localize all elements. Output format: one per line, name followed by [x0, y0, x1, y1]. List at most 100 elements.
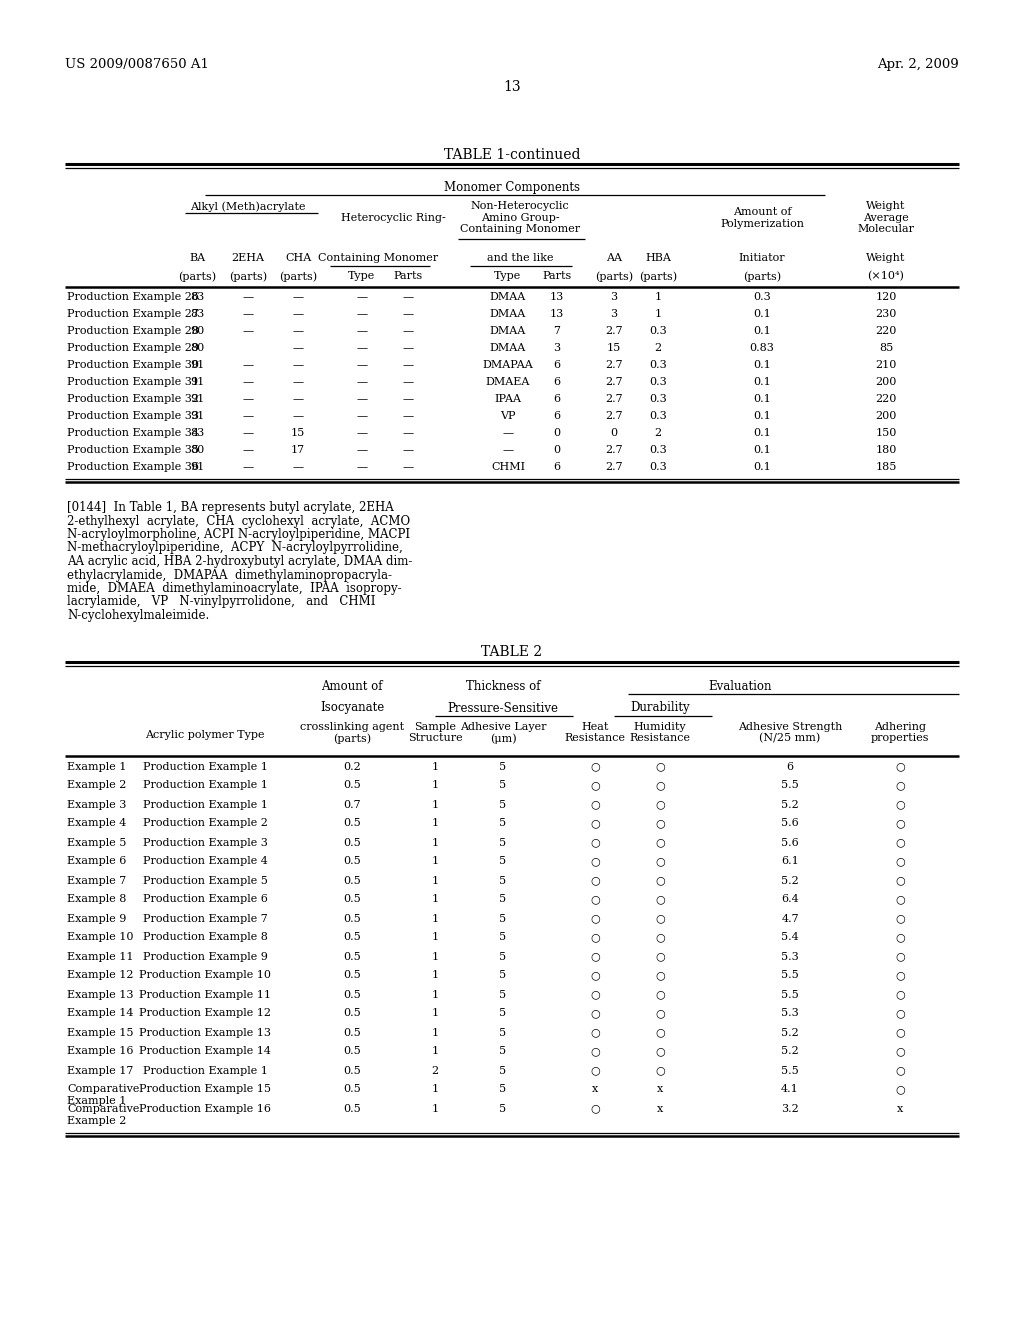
Text: ○: ○	[895, 818, 905, 829]
Text: —: —	[243, 445, 254, 455]
Text: —: —	[243, 428, 254, 438]
Text: Production Example 14: Production Example 14	[139, 1047, 271, 1056]
Text: ethylacrylamide,  DMAPAA  dimethylaminopropacryla-: ethylacrylamide, DMAPAA dimethylaminopro…	[67, 569, 392, 582]
Text: Amount of: Amount of	[322, 680, 383, 693]
Text: 91: 91	[189, 360, 204, 370]
Text: —: —	[293, 462, 303, 473]
Text: —: —	[356, 326, 368, 337]
Text: crosslinking agent
(parts): crosslinking agent (parts)	[300, 722, 404, 743]
Text: ○: ○	[655, 1008, 665, 1019]
Text: 180: 180	[876, 445, 897, 455]
Text: Production Example 5: Production Example 5	[142, 875, 267, 886]
Text: 5.2: 5.2	[781, 1047, 799, 1056]
Text: (parts): (parts)	[595, 271, 633, 281]
Text: 2.7: 2.7	[605, 378, 623, 387]
Text: ○: ○	[895, 875, 905, 886]
Text: Thickness of: Thickness of	[466, 680, 541, 693]
Text: 6: 6	[553, 378, 560, 387]
Text: 0.3: 0.3	[649, 360, 667, 370]
Text: 5.5: 5.5	[781, 1065, 799, 1076]
Text: Production Example 35: Production Example 35	[67, 445, 199, 455]
Text: 0.3: 0.3	[649, 326, 667, 337]
Text: 0.5: 0.5	[343, 932, 360, 942]
Text: 2.7: 2.7	[605, 360, 623, 370]
Text: x: x	[656, 1104, 664, 1114]
Text: ○: ○	[590, 970, 600, 981]
Text: ○: ○	[590, 1065, 600, 1076]
Text: 5: 5	[500, 837, 507, 847]
Text: 3: 3	[553, 343, 560, 352]
Text: 2.7: 2.7	[605, 462, 623, 473]
Text: AA: AA	[606, 253, 622, 263]
Text: Production Example 8: Production Example 8	[142, 932, 267, 942]
Text: Example 11: Example 11	[67, 952, 133, 961]
Text: 0.5: 0.5	[343, 818, 360, 829]
Text: 0.3: 0.3	[649, 462, 667, 473]
Text: Production Example 1: Production Example 1	[142, 780, 267, 791]
Text: 13: 13	[503, 81, 521, 94]
Text: 0.3: 0.3	[753, 292, 771, 302]
Text: 13: 13	[550, 309, 564, 319]
Text: 1: 1	[431, 875, 438, 886]
Text: ○: ○	[590, 913, 600, 924]
Text: 0.5: 0.5	[343, 1104, 360, 1114]
Text: Humidity
Resistance: Humidity Resistance	[630, 722, 690, 743]
Text: Production Example 13: Production Example 13	[139, 1027, 271, 1038]
Text: 0.2: 0.2	[343, 762, 360, 771]
Text: ○: ○	[655, 857, 665, 866]
Text: Example 5: Example 5	[67, 837, 126, 847]
Text: Example 3: Example 3	[67, 800, 126, 809]
Text: DMAA: DMAA	[489, 326, 526, 337]
Text: —: —	[243, 360, 254, 370]
Text: 5: 5	[500, 857, 507, 866]
Text: 91: 91	[189, 411, 204, 421]
Text: 120: 120	[876, 292, 897, 302]
Text: ○: ○	[895, 857, 905, 866]
Text: ○: ○	[590, 932, 600, 942]
Text: 5: 5	[500, 780, 507, 791]
Text: Type: Type	[495, 271, 521, 281]
Text: 0.1: 0.1	[753, 378, 771, 387]
Text: ○: ○	[895, 990, 905, 999]
Text: 0.5: 0.5	[343, 875, 360, 886]
Text: Alkyl (Meth)acrylate: Alkyl (Meth)acrylate	[190, 201, 306, 211]
Text: 1: 1	[431, 818, 438, 829]
Text: 1: 1	[431, 1027, 438, 1038]
Text: Acrylic polymer Type: Acrylic polymer Type	[145, 730, 265, 739]
Text: Durability: Durability	[630, 701, 690, 714]
Text: —: —	[356, 360, 368, 370]
Text: Example 10: Example 10	[67, 932, 133, 942]
Text: TABLE 1-continued: TABLE 1-continued	[443, 148, 581, 162]
Text: 1: 1	[431, 762, 438, 771]
Text: Apr. 2, 2009: Apr. 2, 2009	[878, 58, 959, 71]
Text: 5.2: 5.2	[781, 1027, 799, 1038]
Text: Example 6: Example 6	[67, 857, 126, 866]
Text: ○: ○	[655, 800, 665, 809]
Text: 5.5: 5.5	[781, 970, 799, 981]
Text: Production Example 27: Production Example 27	[67, 309, 199, 319]
Text: 0.3: 0.3	[649, 445, 667, 455]
Text: —: —	[356, 411, 368, 421]
Text: Production Example 26: Production Example 26	[67, 292, 199, 302]
Text: 6: 6	[786, 762, 794, 771]
Text: 1: 1	[431, 952, 438, 961]
Text: Example 12: Example 12	[67, 970, 133, 981]
Text: 80: 80	[189, 445, 204, 455]
Text: 5.6: 5.6	[781, 837, 799, 847]
Text: —: —	[356, 393, 368, 404]
Text: Example 15: Example 15	[67, 1027, 133, 1038]
Text: 13: 13	[550, 292, 564, 302]
Text: 91: 91	[189, 393, 204, 404]
Text: —: —	[243, 462, 254, 473]
Text: 185: 185	[876, 462, 897, 473]
Text: —: —	[243, 309, 254, 319]
Text: ○: ○	[590, 875, 600, 886]
Text: ○: ○	[590, 837, 600, 847]
Text: 5: 5	[500, 1008, 507, 1019]
Text: (parts): (parts)	[229, 271, 267, 281]
Text: 2.7: 2.7	[605, 411, 623, 421]
Text: 1: 1	[431, 1008, 438, 1019]
Text: 0.5: 0.5	[343, 857, 360, 866]
Text: 0.7: 0.7	[343, 800, 360, 809]
Text: 1: 1	[431, 857, 438, 866]
